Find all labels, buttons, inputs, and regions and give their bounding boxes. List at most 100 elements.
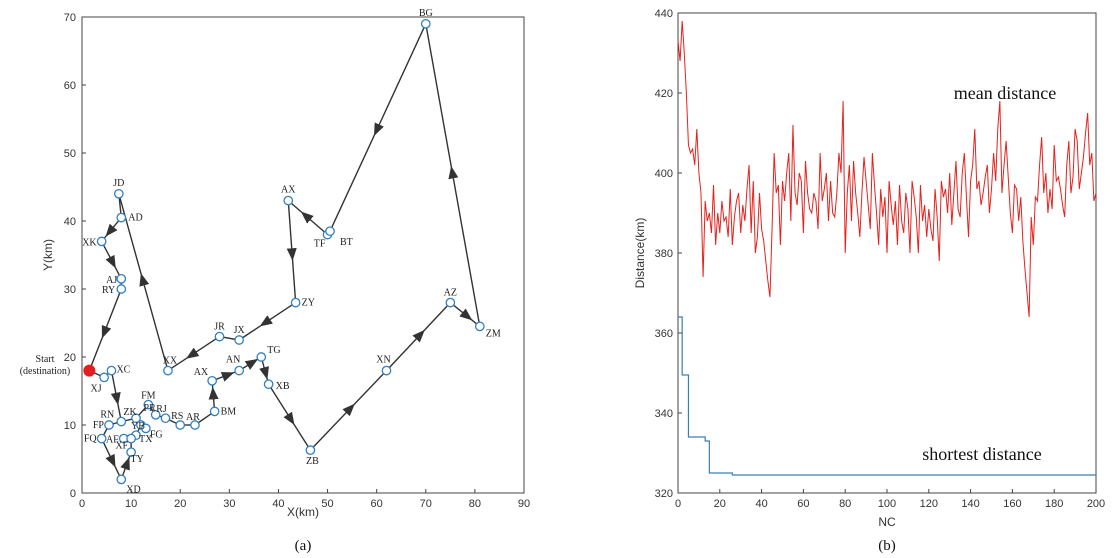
x-tick-label: 40 xyxy=(272,498,284,510)
x-tick-label: 20 xyxy=(174,498,186,510)
route-node-xf xyxy=(126,433,136,444)
route-arrow xyxy=(259,315,273,327)
y-tick-label: 60 xyxy=(64,80,76,92)
route-node-bt xyxy=(325,226,335,237)
x-tick-label: 60 xyxy=(371,498,383,510)
node-label-ad: AD xyxy=(128,213,142,224)
node-label-bt: BT xyxy=(340,237,353,248)
route-arrow xyxy=(105,223,118,237)
x-tick-label-b: 40 xyxy=(755,498,767,510)
y-tick-label-b: 320 xyxy=(655,488,673,500)
route-arrow xyxy=(105,254,116,269)
x-tick-label: 30 xyxy=(223,498,235,510)
node-label-rs: RS xyxy=(171,411,183,422)
distance-convergence-panel: 0 20 40 60 80 100 120 140 160 180 200 320 340 360 380 4… xyxy=(633,8,1105,554)
node-label-yb: YB xyxy=(131,421,145,432)
route-node-rn xyxy=(116,416,127,427)
route-node-fg xyxy=(140,423,151,434)
node-label-xn: XN xyxy=(376,355,390,366)
route-arrow xyxy=(259,366,269,380)
y-tick-label-b: 440 xyxy=(655,8,673,20)
route-node-xc xyxy=(106,365,117,376)
node-label-zy: ZY xyxy=(302,298,315,309)
route-arrow xyxy=(105,453,116,468)
x-tick-label: 0 xyxy=(79,498,85,510)
series-label-mean: mean distance xyxy=(954,83,1056,103)
route-node-tg xyxy=(256,352,267,362)
route-node-ad xyxy=(116,212,127,223)
node-label-fg: FG xyxy=(150,429,163,440)
route-node-xk xyxy=(96,236,107,247)
node-label-xb: XB xyxy=(276,381,290,392)
node-label-rj: RJ xyxy=(156,404,167,415)
route-arrow xyxy=(139,273,150,287)
node-label-zm: ZM xyxy=(486,328,501,339)
x-tick-label-b: 140 xyxy=(961,498,979,510)
y-tick-label-b: 420 xyxy=(655,88,673,100)
route-node-zb xyxy=(305,445,316,456)
route-arrow xyxy=(110,391,121,406)
route-arrow xyxy=(120,457,130,471)
route-node-zm xyxy=(474,321,485,332)
route-node-xn xyxy=(381,365,392,376)
node-label-xc: XC xyxy=(116,365,130,376)
route-node-ry xyxy=(116,284,127,294)
y-tick-label-b: 340 xyxy=(655,408,673,420)
x-tick-label: 10 xyxy=(125,498,137,510)
node-label-an: AN xyxy=(226,355,240,366)
x-tick-label-b: 160 xyxy=(1003,498,1021,510)
route-node-ar xyxy=(190,420,200,430)
node-label-az: AZ xyxy=(444,288,457,299)
node-label-xd: XD xyxy=(126,484,140,495)
x-tick-label-b: 180 xyxy=(1045,498,1063,510)
node-label-bg: BG xyxy=(419,8,433,19)
y-tick-label: 50 xyxy=(64,148,76,160)
route-node-bg xyxy=(420,18,431,29)
y-tick-label: 10 xyxy=(64,420,76,432)
start-point-marker xyxy=(83,364,96,377)
route-node-jd xyxy=(113,188,124,199)
x-tick-label: 90 xyxy=(518,498,530,510)
node-label-pr: PR xyxy=(144,403,157,414)
node-label-ty: TY xyxy=(130,454,143,465)
x-tick-label-b: 60 xyxy=(797,498,809,510)
node-label-xf: XF xyxy=(115,441,128,452)
route-node-fp xyxy=(104,420,114,430)
node-label-tf: TF xyxy=(314,239,326,250)
panel-caption-b: (b) xyxy=(878,538,896,554)
node-label-xj: XJ xyxy=(91,383,102,394)
x-tick-label-b: 200 xyxy=(1087,498,1105,510)
route-arrow xyxy=(342,403,355,417)
route-arrow xyxy=(412,329,425,343)
node-label-zb: ZB xyxy=(306,456,319,467)
route-node-ax xyxy=(283,195,294,206)
route-arrow xyxy=(459,308,473,321)
node-label-ax: AX xyxy=(281,185,296,196)
route-node-xx xyxy=(163,365,173,376)
route-node-xb xyxy=(263,379,274,390)
x-tick-label: 50 xyxy=(321,498,333,510)
x-axis-label-b: NC xyxy=(878,515,896,529)
y-tick-label: 20 xyxy=(64,352,76,364)
y-tick-label-b: 400 xyxy=(655,168,673,180)
node-label-xk: XK xyxy=(82,237,97,248)
node-label-ax: AX xyxy=(194,367,209,378)
route-node-zy xyxy=(290,297,301,308)
series-label-shortest: shortest distance xyxy=(922,444,1041,464)
start-label-line1: Start xyxy=(36,354,55,365)
route-arrow xyxy=(448,165,459,180)
route-node-aj xyxy=(116,273,127,284)
route-arrow xyxy=(101,324,112,339)
node-label-jd: JD xyxy=(113,178,124,189)
x-tick-label-b: 0 xyxy=(675,498,681,510)
x-tick-label-b: 100 xyxy=(878,498,896,510)
start-label-line2: (destination) xyxy=(20,366,71,377)
route-node-rs xyxy=(175,420,186,430)
y-tick-label: 40 xyxy=(64,216,76,228)
y-tick-label: 0 xyxy=(70,488,76,500)
route-arrow xyxy=(244,358,259,370)
route-arrow xyxy=(220,372,235,382)
route-arrow xyxy=(283,411,295,426)
